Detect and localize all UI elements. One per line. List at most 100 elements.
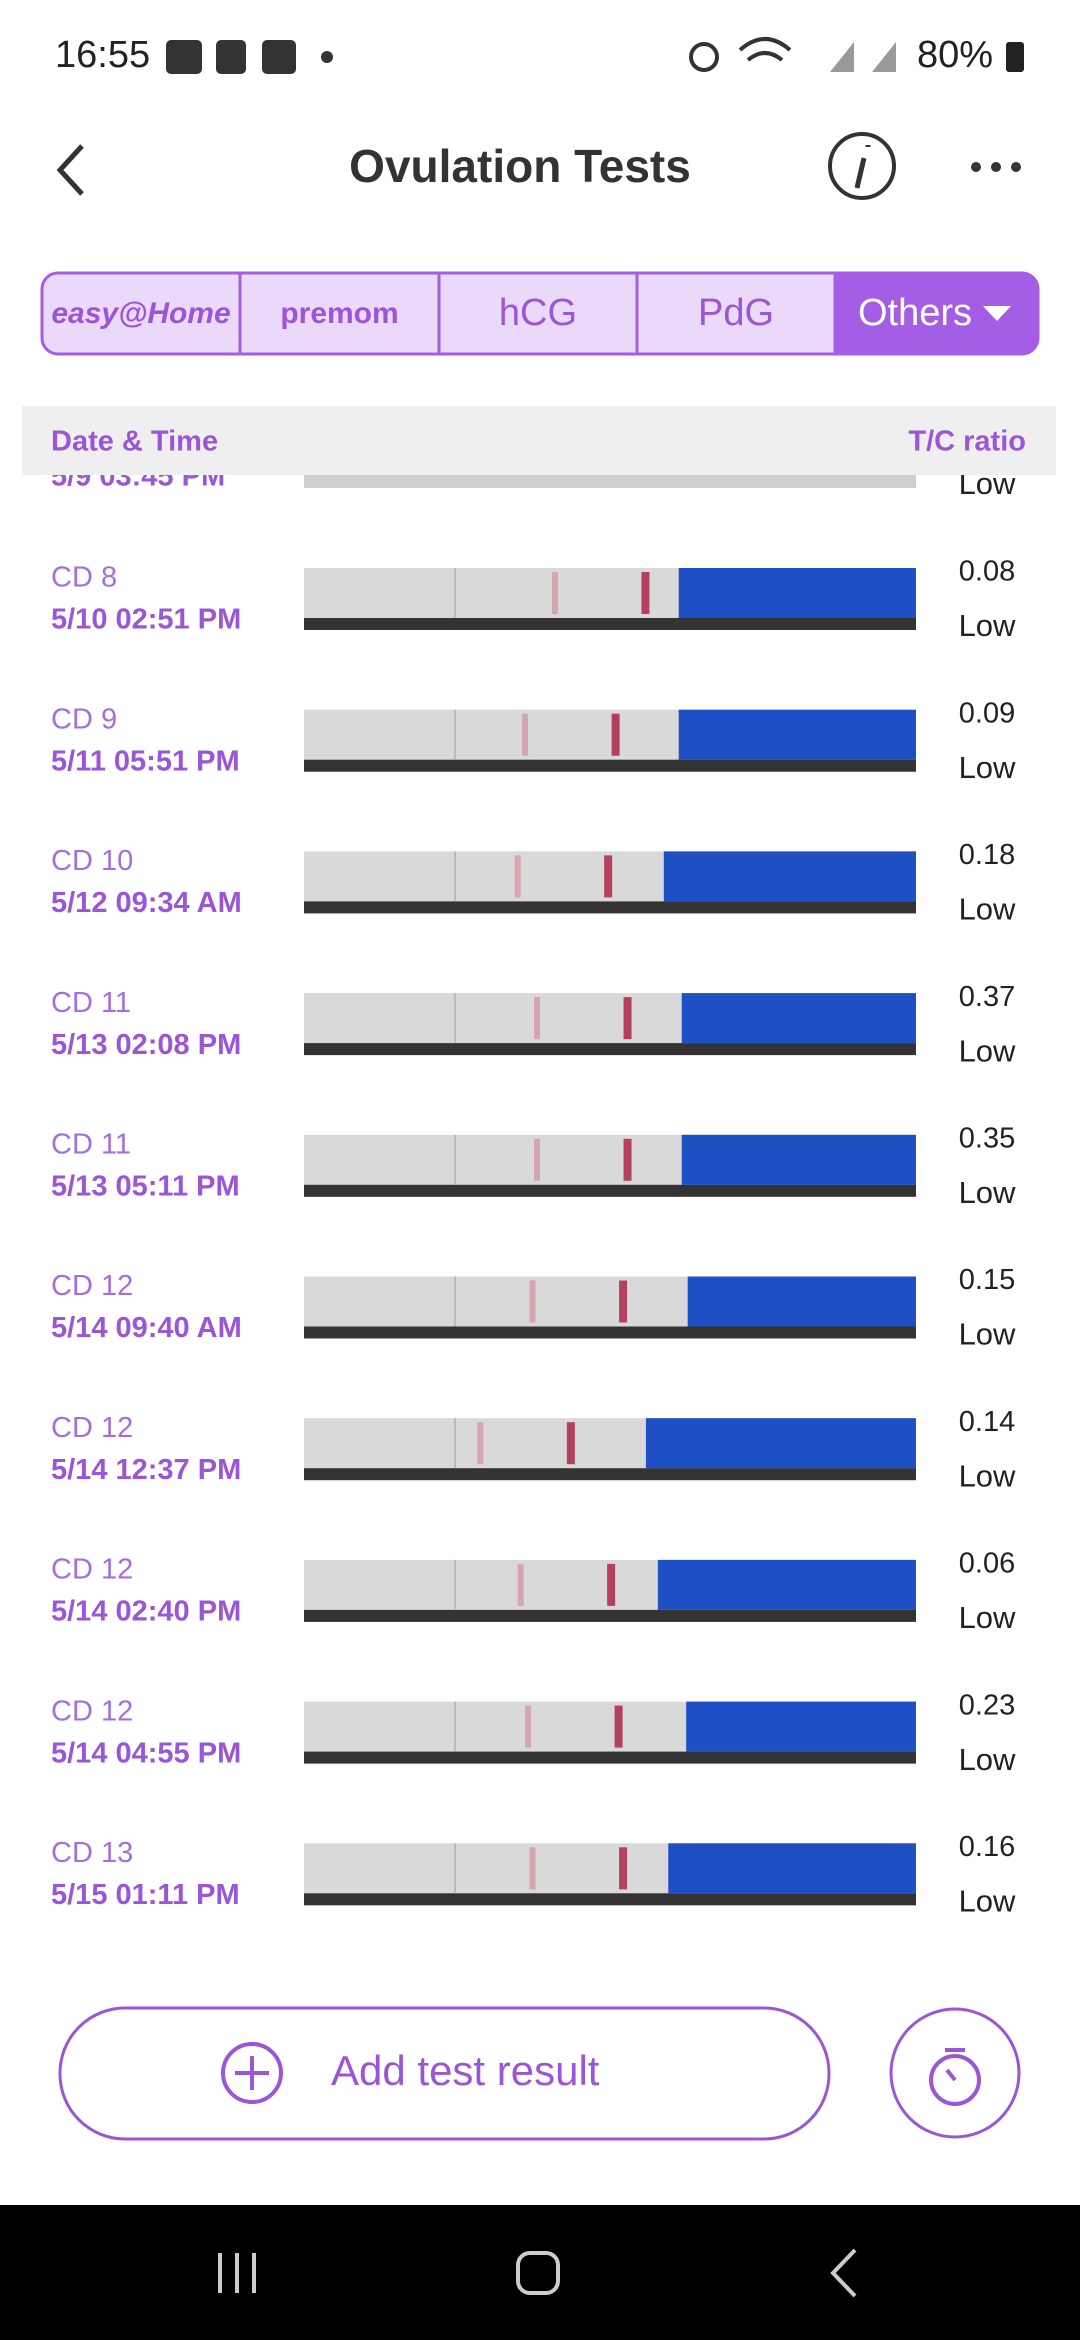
cycle-day: CD 11 xyxy=(51,987,131,1019)
column-header: T/C ratio xyxy=(908,426,1026,458)
test-row[interactable]: CD 11 5/13 05:11 PM 0.35 Low xyxy=(51,1122,1016,1210)
control-line xyxy=(611,713,620,756)
date-time: 5/13 05:11 PM xyxy=(51,1170,240,1202)
tab-label: easy@Home xyxy=(51,297,230,330)
strip-shadow xyxy=(304,759,916,772)
strip-handle xyxy=(645,1418,916,1469)
tc-ratio: 0.23 xyxy=(959,1689,1015,1721)
strip-shadow xyxy=(304,1043,916,1056)
test-line xyxy=(534,1138,541,1181)
add-test-button[interactable]: Add test result xyxy=(58,2006,831,2141)
control-line xyxy=(619,1280,628,1323)
battery-level: 80% xyxy=(917,34,993,76)
timer-outline xyxy=(889,2007,1021,2139)
test-line xyxy=(551,572,558,614)
cycle-day: CD 11 xyxy=(51,1128,131,1160)
test-row[interactable]: CD 12 5/14 02:40 PM 0.06 Low xyxy=(51,1548,1016,1636)
strip-window xyxy=(454,851,456,902)
control-line xyxy=(566,1422,575,1465)
timer-glyph xyxy=(945,2048,965,2082)
strip-handle xyxy=(681,1134,916,1185)
info-circle xyxy=(828,132,896,200)
date-time: 5/13 02:08 PM xyxy=(51,1029,241,1061)
status-icon xyxy=(166,40,202,74)
result: Low xyxy=(959,1600,1016,1635)
status-icon xyxy=(216,40,246,74)
dropdown-arrow xyxy=(983,306,1011,321)
back-button[interactable] xyxy=(56,144,84,196)
strip-handle xyxy=(657,1559,916,1610)
button-outline xyxy=(58,2006,831,2141)
date-time: 5/12 09:34 AM xyxy=(51,887,242,919)
tc-ratio: 0.09 xyxy=(959,697,1015,729)
status-dot xyxy=(321,51,333,63)
strip-handle xyxy=(686,1701,916,1752)
tab[interactable]: premom xyxy=(238,273,399,354)
date-time: 5/14 02:40 PM xyxy=(51,1596,241,1628)
signal-icon xyxy=(830,42,896,72)
dot xyxy=(1011,162,1021,172)
test-row[interactable]: CD 12 5/14 04:55 PM 0.23 Low xyxy=(51,1689,1016,1777)
cycle-day: CD 10 xyxy=(51,845,133,877)
plus-icon xyxy=(221,2042,283,2104)
date-time: 5/14 12:37 PM xyxy=(51,1454,241,1486)
status-time: 16:55 xyxy=(55,34,150,76)
home-button[interactable] xyxy=(516,2251,560,2295)
test-row[interactable]: CD 10 5/12 09:34 AM 0.18 Low xyxy=(51,839,1016,927)
button-label: Add test result xyxy=(331,2047,600,2094)
strip-shadow xyxy=(304,1468,916,1481)
test-row[interactable]: CD 12 5/14 09:40 AM 0.15 Low xyxy=(51,1264,1016,1352)
strip-window xyxy=(454,1134,456,1185)
tc-ratio: 0.37 xyxy=(959,981,1015,1013)
control-line xyxy=(604,855,613,898)
strip-shadow xyxy=(304,1184,916,1197)
test-row[interactable]: CD 13 5/15 01:11 PM 0.16 Low xyxy=(51,1831,1016,1919)
strip-window xyxy=(454,1843,456,1894)
cycle-day: CD 9 xyxy=(51,703,117,735)
result: Low xyxy=(959,1317,1016,1352)
tc-ratio: 0.35 xyxy=(959,1122,1015,1154)
tc-ratio: 0.16 xyxy=(959,1831,1015,1863)
battery-icon xyxy=(1006,42,1024,72)
result: Low xyxy=(959,1458,1016,1493)
tab[interactable]: PdG xyxy=(635,273,774,354)
strip-window xyxy=(454,993,456,1044)
strip-handle xyxy=(687,1276,916,1327)
dot xyxy=(971,162,981,172)
test-row[interactable]: CD 9 5/11 05:51 PM 0.09 Low xyxy=(51,697,1016,785)
tc-ratio: 0.15 xyxy=(959,1264,1015,1296)
result: Low xyxy=(959,892,1016,927)
date-time: 5/14 09:40 AM xyxy=(51,1312,242,1344)
tc-ratio: 0.08 xyxy=(959,556,1015,588)
test-line xyxy=(529,1847,536,1890)
result: Low xyxy=(959,466,1016,501)
cycle-day: CD 12 xyxy=(51,1270,133,1302)
wifi-icon xyxy=(738,37,792,62)
tab-label: PdG xyxy=(698,292,774,334)
info-button[interactable] xyxy=(828,132,896,200)
control-line xyxy=(623,1138,632,1181)
strip-shadow xyxy=(304,618,916,630)
test-line xyxy=(525,1705,532,1748)
tc-ratio: 0.06 xyxy=(959,1548,1015,1580)
tab[interactable]: hCG xyxy=(437,273,577,354)
back-nav-button[interactable] xyxy=(830,2248,857,2298)
more-button[interactable] xyxy=(971,162,1021,172)
strip-shadow xyxy=(304,1751,916,1764)
tab[interactable]: Others xyxy=(833,273,1038,354)
tab[interactable]: easy@Home xyxy=(51,297,230,330)
test-row[interactable]: CD 11 5/13 02:08 PM 0.37 Low xyxy=(51,981,1016,1069)
result: Low xyxy=(959,1033,1016,1068)
result: Low xyxy=(959,1175,1016,1210)
recents-button[interactable] xyxy=(218,2253,256,2293)
test-row[interactable]: CD 8 5/10 02:51 PM 0.08 Low xyxy=(51,556,1016,644)
strip-handle xyxy=(678,709,916,760)
cycle-day: CD 8 xyxy=(51,562,117,594)
page-title: Ovulation Tests xyxy=(349,140,691,192)
strip-handle xyxy=(668,1843,916,1894)
test-row[interactable]: CD 12 5/14 12:37 PM 0.14 Low xyxy=(51,1406,1016,1494)
tab-label: Others xyxy=(858,292,972,334)
info-glyph xyxy=(854,145,871,189)
timer-button[interactable] xyxy=(889,2007,1021,2139)
